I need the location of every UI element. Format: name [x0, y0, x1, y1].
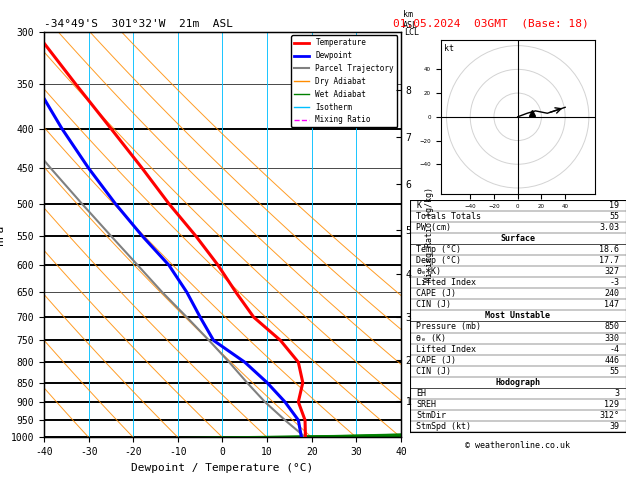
Text: -34°49'S  301°32'W  21m  ASL: -34°49'S 301°32'W 21m ASL: [44, 19, 233, 30]
Text: © weatheronline.co.uk: © weatheronline.co.uk: [465, 441, 571, 451]
Text: km
ASL: km ASL: [403, 10, 418, 30]
Text: LCL: LCL: [404, 28, 420, 37]
Text: 01.05.2024  03GMT  (Base: 18): 01.05.2024 03GMT (Base: 18): [393, 18, 589, 29]
X-axis label: Dewpoint / Temperature (°C): Dewpoint / Temperature (°C): [131, 463, 314, 473]
Y-axis label: hPa: hPa: [0, 225, 5, 244]
Text: Mixing Ratio (g/kg): Mixing Ratio (g/kg): [425, 187, 434, 282]
Legend: Temperature, Dewpoint, Parcel Trajectory, Dry Adiabat, Wet Adiabat, Isotherm, Mi: Temperature, Dewpoint, Parcel Trajectory…: [291, 35, 397, 127]
